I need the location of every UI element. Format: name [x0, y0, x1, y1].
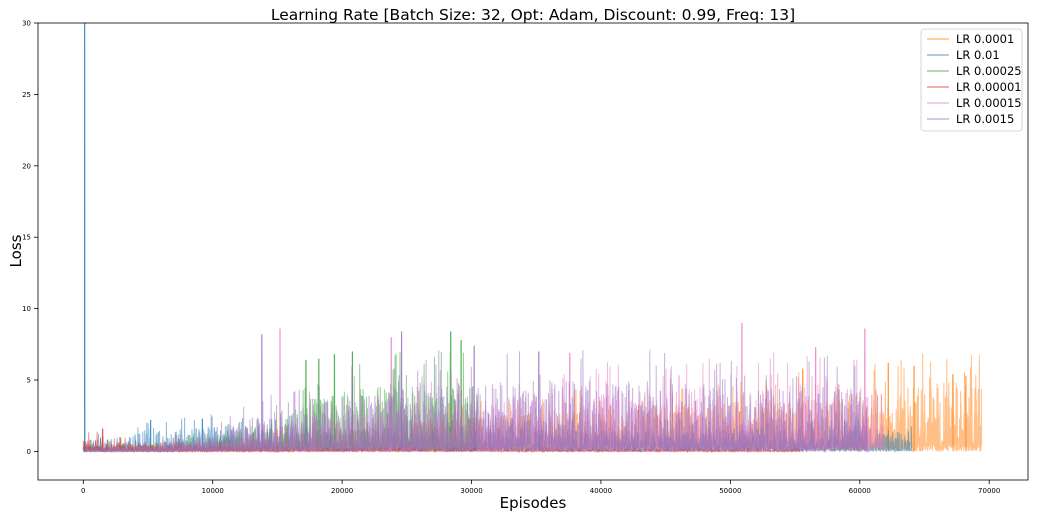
y-tick-label: 0 [27, 448, 31, 456]
x-tick-label: 70000 [978, 487, 1000, 495]
legend-entry: LR 0.0015 [956, 112, 1014, 126]
y-tick-label: 20 [22, 162, 31, 170]
legend-entry: LR 0.01 [956, 48, 1000, 62]
y-tick-label: 25 [22, 91, 31, 99]
legend-entry: LR 0.00001 [956, 80, 1022, 94]
x-tick-label: 30000 [460, 487, 482, 495]
y-tick-label: 30 [22, 20, 31, 28]
y-axis: 0 5 10 15 20 25 30 [22, 20, 38, 456]
legend: LR 0.0001 LR 0.01 LR 0.00025 LR 0.00001 LR 0… [920, 28, 1023, 132]
x-axis-label: Episodes [500, 494, 567, 512]
x-tick-label: 60000 [849, 487, 871, 495]
chart-title: Learning Rate [Batch Size: 32, Opt: Adam… [271, 6, 795, 24]
x-tick-label: 40000 [590, 487, 612, 495]
x-tick-label: 10000 [202, 487, 224, 495]
plot-frame [37, 22, 1029, 481]
series-lr-0.0015 [82, 331, 868, 454]
x-axis: 0 10000 20000 30000 40000 50000 60000 70000 [81, 480, 1000, 495]
series-line [82, 331, 868, 454]
x-tick-label: 0 [81, 487, 85, 495]
y-tick-label: 10 [22, 305, 31, 313]
legend-entry: LR 0.00015 [956, 96, 1022, 110]
x-tick-label: 50000 [719, 487, 741, 495]
x-tick-label: 20000 [331, 487, 353, 495]
legend-entry: LR 0.0001 [956, 32, 1014, 46]
legend-entry: LR 0.00025 [956, 64, 1022, 78]
y-axis-label: Loss [7, 234, 25, 267]
y-tick-label: 15 [22, 234, 31, 242]
y-tick-label: 5 [27, 377, 31, 385]
